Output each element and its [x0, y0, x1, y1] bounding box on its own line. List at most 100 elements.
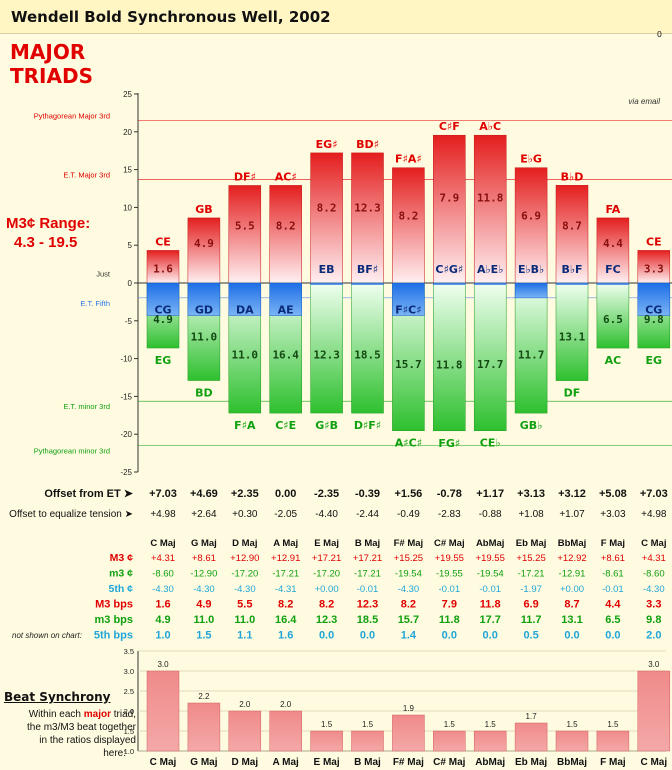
table-cell: +4.31 — [642, 553, 666, 564]
minor-bar — [555, 282, 589, 381]
bs-line1b: triad, — [113, 709, 136, 720]
minor-note-label: A♯C♯ — [395, 437, 422, 450]
table-cell: -19.54 — [477, 569, 504, 580]
table-cell: +8.61 — [192, 553, 216, 564]
fifth-note-label: EB — [319, 263, 335, 276]
minor-bps-label: 4.9 — [153, 313, 173, 326]
beat-sync-title: Beat Synchrony — [4, 690, 111, 704]
bs-value-label: 1.9 — [403, 704, 415, 713]
table-cell: -17.20 — [231, 569, 258, 580]
table-cell: 1.5 — [196, 630, 211, 642]
m3-note-label: AC♯ — [275, 170, 297, 183]
fifth-note-label: AE — [278, 304, 294, 317]
table-header: E Maj — [314, 538, 339, 549]
minor-note-label: FG♯ — [438, 437, 460, 450]
fifth-bar — [596, 282, 630, 285]
m3-note-label: E♭G — [520, 153, 542, 166]
table-cell: 9.8 — [646, 614, 661, 626]
fifth-bar — [187, 282, 221, 316]
bs-value-label: 1.7 — [526, 712, 538, 721]
bs-bar — [351, 730, 384, 752]
table-header: F Maj — [601, 538, 625, 549]
y-tick-label: -5 — [125, 317, 133, 326]
fifth-bar — [473, 282, 507, 285]
table-cell: -19.54 — [395, 569, 422, 580]
offset-et-value: -0.78 — [437, 488, 462, 500]
bs-value-label: 3.0 — [648, 660, 660, 669]
offset-eq-value: -4.40 — [315, 509, 338, 520]
bs-value-label: 2.2 — [198, 692, 210, 701]
table-cell: -19.55 — [436, 569, 463, 580]
table-header: B Maj — [355, 538, 380, 549]
m3-bar — [351, 152, 384, 284]
table-row-label: m3 ¢ — [109, 568, 133, 580]
bs-bar — [433, 730, 466, 752]
m3-bps-label: 11.8 — [477, 192, 504, 205]
minor-bps-label: 18.5 — [354, 349, 381, 362]
offset-eq-value: -2.83 — [438, 509, 461, 520]
offset-et-value: +1.17 — [476, 488, 504, 500]
bs-tick-label: 3.0 — [124, 667, 134, 676]
table-cell: 0.0 — [564, 630, 579, 642]
offset-et-value: +1.56 — [394, 488, 422, 500]
table-cell: -4.30 — [234, 584, 256, 595]
fifth-bar — [310, 282, 343, 285]
heading-line2: TRIADS — [10, 64, 93, 88]
m3-bar — [637, 250, 671, 284]
offset-eq-value: +4.98 — [150, 509, 176, 520]
fifth-note-label: F♯C♯ — [395, 304, 421, 317]
table-cell: 1.1 — [237, 630, 252, 642]
table-cell: -0.01 — [479, 584, 501, 595]
offset-et-label: Offset from ET ➤ — [44, 488, 133, 500]
minor-bar — [433, 282, 466, 432]
section-heading: MAJOR TRIADS — [10, 40, 93, 88]
table-cell: 3.3 — [646, 599, 661, 611]
table-cell: 11.8 — [439, 614, 460, 626]
minor-bar — [596, 282, 630, 349]
bs-category-label: B Maj — [354, 757, 381, 768]
table-cell: 0.5 — [523, 630, 538, 642]
bs-bar — [146, 670, 180, 752]
fifth-note-label: A♭E♭ — [477, 263, 503, 276]
m3-note-label: EG♯ — [316, 138, 338, 151]
m3-note-label: C♯F — [439, 120, 460, 133]
bs-tick-label: 1.5 — [124, 727, 134, 736]
offset-eq-value: -0.88 — [479, 509, 502, 520]
m3-bps-label: 8.2 — [276, 219, 296, 232]
m3-note-label: B♭D — [561, 170, 584, 183]
fifth-bar — [555, 282, 589, 285]
offset-et-value: +7.03 — [640, 488, 668, 500]
fifth-note-label: FC — [605, 263, 621, 276]
table-cell: -17.20 — [313, 569, 340, 580]
table-cell: 1.6 — [278, 630, 293, 642]
m3-bps-label: 4.4 — [603, 237, 623, 250]
m3-bps-label: 1.6 — [153, 262, 173, 275]
table-header: F# Maj — [394, 538, 424, 549]
table-cell: -4.31 — [275, 584, 297, 595]
m3-bar — [392, 167, 425, 284]
bs-value-label: 2.0 — [280, 700, 292, 709]
not-shown-note: not shown on chart: — [12, 631, 82, 640]
bs-line3: in the ratios displayed — [39, 735, 136, 746]
table-cell: 11.7 — [521, 614, 542, 626]
minor-note-label: D♯F♯ — [354, 419, 381, 432]
fifth-note-label: B♭F — [561, 263, 582, 276]
table-cell: 8.2 — [278, 599, 293, 611]
range-line2: 4.3 - 19.5 — [14, 234, 78, 251]
table-row-label: M3 bps — [95, 599, 133, 611]
minor-note-label: DF — [564, 387, 581, 400]
table-cell: +17.21 — [353, 553, 382, 564]
offset-et-value: +3.13 — [517, 488, 545, 500]
m3-bar — [228, 185, 262, 284]
reference-label: E.T. Fifth — [80, 299, 110, 308]
table-cell: +8.61 — [601, 553, 625, 564]
bs-category-label: C Maj — [640, 757, 667, 768]
m3-bps-label: 12.3 — [354, 201, 381, 214]
bs-bar — [310, 730, 343, 752]
m3-bar — [514, 167, 548, 284]
bs-category-label: AbMaj — [475, 757, 505, 768]
header-bar: Wendell Bold Synchronous Well, 2002 0 — [0, 0, 672, 39]
bs-value-label: 1.5 — [607, 720, 619, 729]
fifth-bar — [269, 282, 302, 316]
table-cell: 2.0 — [646, 630, 661, 642]
